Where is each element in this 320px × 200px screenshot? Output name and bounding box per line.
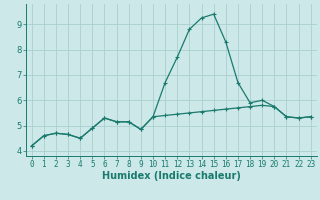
X-axis label: Humidex (Indice chaleur): Humidex (Indice chaleur): [102, 171, 241, 181]
